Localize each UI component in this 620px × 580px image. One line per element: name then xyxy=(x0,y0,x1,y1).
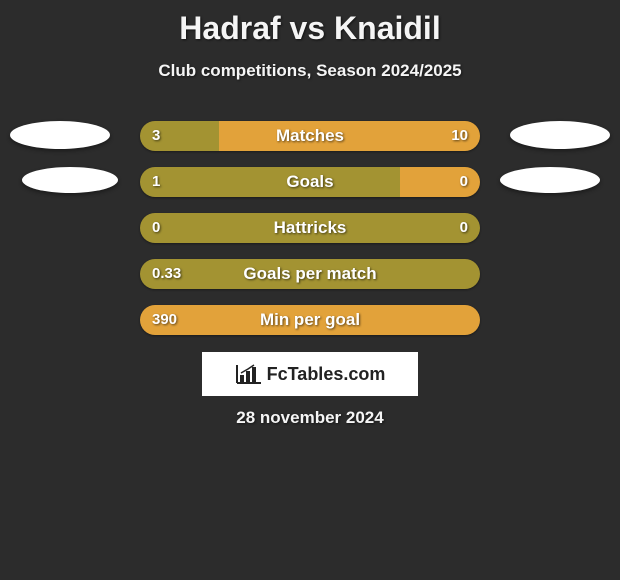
stat-value-right: 0 xyxy=(460,213,468,243)
player-photo-right xyxy=(500,167,600,193)
stat-bar-left xyxy=(140,213,480,243)
stat-bar-left xyxy=(140,167,400,197)
stat-bar-right xyxy=(219,121,480,151)
stat-bar: 0.33Goals per match xyxy=(140,259,480,289)
stat-bar-right xyxy=(400,167,480,197)
stat-value-left: 0 xyxy=(152,213,160,243)
player-photo-right xyxy=(510,121,610,149)
player-photo-left xyxy=(22,167,118,193)
logo-box: FcTables.com xyxy=(202,352,418,396)
stat-value-left: 3 xyxy=(152,121,160,151)
stat-value-right: 10 xyxy=(451,121,468,151)
stat-bar: 00Hattricks xyxy=(140,213,480,243)
stats-rows: 310Matches10Goals00Hattricks0.33Goals pe… xyxy=(0,121,620,335)
stat-value-left: 1 xyxy=(152,167,160,197)
stat-value-left: 390 xyxy=(152,305,177,335)
page-subtitle: Club competitions, Season 2024/2025 xyxy=(0,61,620,81)
stat-bar-left xyxy=(140,259,480,289)
logo-text: FcTables.com xyxy=(267,364,386,385)
stat-row: 390Min per goal xyxy=(0,305,620,335)
stat-row: 310Matches xyxy=(0,121,620,151)
stat-row: 00Hattricks xyxy=(0,213,620,243)
stat-value-right: 0 xyxy=(460,167,468,197)
player-photo-left xyxy=(10,121,110,149)
stat-bar: 10Goals xyxy=(140,167,480,197)
stat-bar: 390Min per goal xyxy=(140,305,480,335)
stat-row: 0.33Goals per match xyxy=(0,259,620,289)
stat-bar: 310Matches xyxy=(140,121,480,151)
date-text: 28 november 2024 xyxy=(0,408,620,428)
stat-row: 10Goals xyxy=(0,167,620,197)
page-title: Hadraf vs Knaidil xyxy=(0,0,620,47)
stat-value-left: 0.33 xyxy=(152,259,181,289)
stat-bar-left xyxy=(140,305,480,335)
bar-chart-icon xyxy=(235,363,263,385)
